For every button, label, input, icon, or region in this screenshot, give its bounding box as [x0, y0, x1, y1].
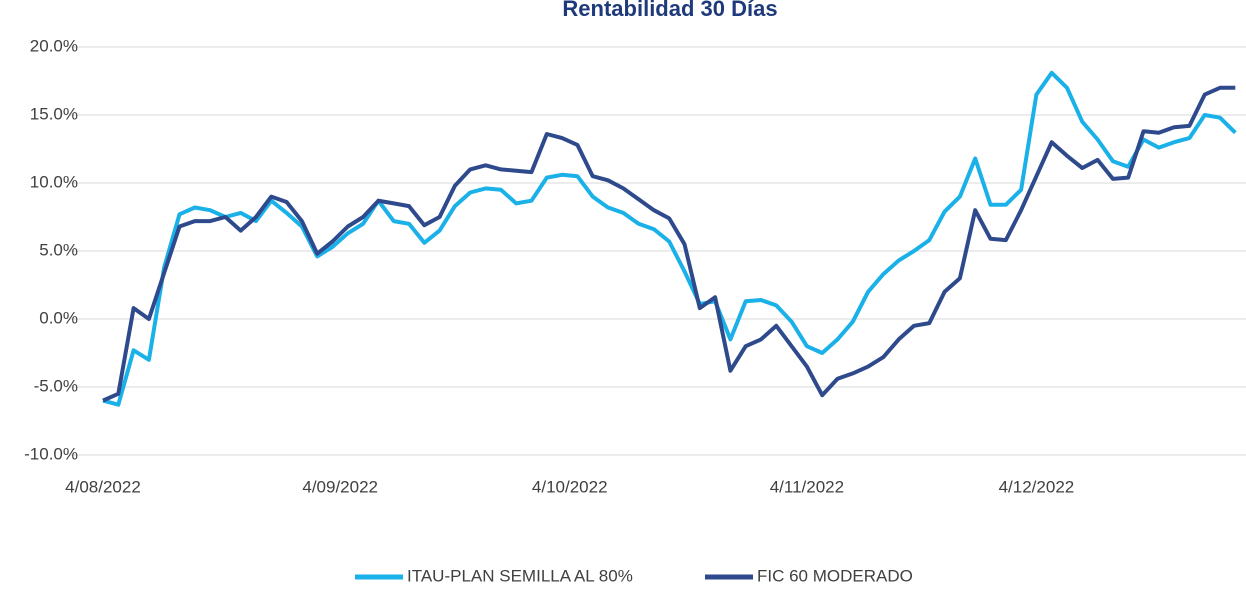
y-tick-label: 15.0%: [30, 104, 78, 123]
y-tick-label: 20.0%: [30, 36, 78, 55]
x-tick-label: 4/12/2022: [999, 477, 1075, 496]
x-tick-label: 4/08/2022: [65, 477, 141, 496]
y-tick-label: -10.0%: [24, 444, 78, 463]
y-tick-label: 0.0%: [39, 308, 78, 327]
y-tick-label: 10.0%: [30, 172, 78, 191]
chart-title: Rentabilidad 30 Días: [562, 0, 777, 21]
y-tick-label: -5.0%: [34, 376, 78, 395]
series-line: [102, 85, 1236, 403]
x-tick-label: 4/10/2022: [532, 477, 608, 496]
legend-label: FIC 60 MODERADO: [757, 566, 913, 585]
x-tick-label: 4/11/2022: [770, 477, 844, 496]
y-tick-label: 5.0%: [39, 240, 78, 259]
series-line: [102, 70, 1237, 407]
x-tick-label: 4/09/2022: [302, 477, 378, 496]
legend-label: ITAU-PLAN SEMILLA AL 80%: [407, 566, 633, 585]
